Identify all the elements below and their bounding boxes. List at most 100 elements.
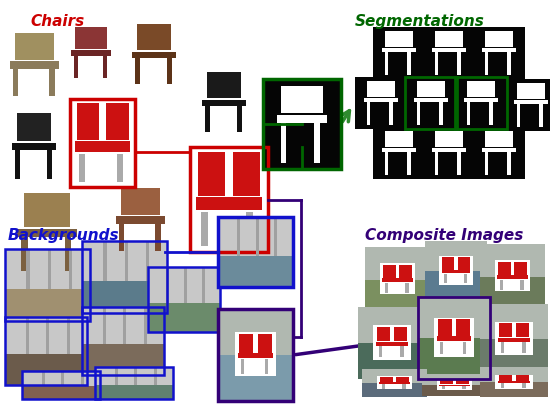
Bar — [5, 354, 87, 385]
Bar — [82, 345, 164, 375]
Bar — [425, 271, 487, 301]
Bar — [190, 148, 268, 252]
Bar — [425, 241, 487, 271]
Bar — [480, 382, 548, 397]
Bar — [480, 244, 545, 277]
Bar — [522, 384, 526, 388]
Bar — [407, 153, 411, 176]
Bar — [355, 78, 407, 130]
Bar — [202, 267, 205, 303]
Bar — [480, 277, 545, 309]
Bar — [82, 281, 167, 313]
Bar — [440, 342, 443, 355]
Bar — [463, 386, 466, 390]
Bar — [442, 270, 470, 274]
Bar — [67, 317, 70, 354]
Bar — [405, 283, 409, 293]
Bar — [235, 332, 276, 376]
Bar — [205, 107, 210, 133]
Bar — [61, 371, 64, 386]
Bar — [148, 267, 220, 303]
Bar — [82, 307, 164, 345]
Bar — [103, 57, 107, 79]
Bar — [82, 307, 164, 375]
Bar — [24, 194, 70, 227]
Bar — [377, 376, 412, 390]
Bar — [132, 53, 176, 59]
Bar — [280, 124, 286, 163]
Bar — [473, 28, 525, 80]
Bar — [514, 100, 548, 105]
Bar — [376, 342, 408, 346]
Bar — [498, 382, 530, 383]
Bar — [414, 98, 448, 103]
Bar — [218, 355, 293, 401]
Bar — [499, 323, 512, 337]
Bar — [10, 62, 59, 69]
Bar — [498, 275, 527, 279]
Bar — [5, 249, 90, 289]
Bar — [148, 267, 220, 332]
Bar — [498, 262, 511, 275]
Bar — [166, 267, 169, 303]
Bar — [384, 32, 413, 48]
Bar — [522, 343, 526, 353]
Bar — [379, 382, 410, 384]
Bar — [496, 375, 533, 389]
Bar — [373, 28, 425, 80]
Text: Chairs: Chairs — [30, 14, 84, 29]
Bar — [500, 384, 504, 388]
Bar — [277, 116, 327, 124]
Bar — [70, 100, 135, 188]
Bar — [499, 280, 503, 290]
Bar — [103, 241, 107, 281]
Bar — [82, 241, 167, 281]
Bar — [440, 380, 453, 384]
Bar — [457, 53, 461, 76]
Bar — [435, 153, 438, 176]
Bar — [65, 25, 117, 83]
Bar — [457, 153, 461, 176]
Bar — [116, 217, 165, 224]
Bar — [417, 103, 420, 126]
Bar — [362, 369, 427, 383]
Bar — [517, 105, 520, 128]
Bar — [456, 320, 470, 336]
Bar — [238, 107, 242, 133]
Bar — [25, 317, 29, 354]
Bar — [190, 148, 268, 252]
Bar — [405, 78, 457, 130]
Bar — [69, 249, 72, 289]
Bar — [417, 82, 446, 98]
Bar — [265, 360, 268, 373]
Bar — [442, 386, 445, 390]
Bar — [439, 385, 470, 386]
Bar — [464, 98, 498, 103]
Bar — [80, 371, 84, 386]
Bar — [464, 274, 466, 283]
Bar — [485, 153, 488, 176]
Bar — [500, 343, 504, 353]
Bar — [423, 28, 475, 80]
Bar — [13, 69, 18, 97]
Bar — [12, 143, 56, 151]
Bar — [75, 142, 130, 152]
Bar — [365, 280, 430, 312]
Bar — [373, 128, 425, 179]
Bar — [274, 217, 277, 256]
Bar — [95, 367, 173, 385]
Bar — [482, 149, 516, 153]
Bar — [458, 258, 470, 270]
Bar — [358, 343, 426, 379]
Bar — [364, 98, 398, 103]
Bar — [5, 249, 90, 321]
Bar — [124, 241, 128, 281]
Bar — [463, 342, 466, 355]
Bar — [418, 338, 490, 379]
Bar — [439, 103, 443, 126]
Bar — [385, 153, 388, 176]
Bar — [95, 367, 173, 399]
Bar — [432, 149, 466, 153]
Bar — [516, 323, 529, 337]
Bar — [405, 78, 457, 130]
